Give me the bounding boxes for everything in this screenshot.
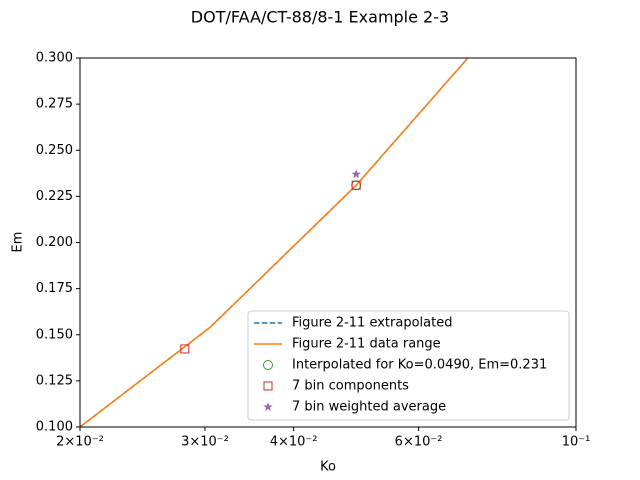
y-tick-label: 0.100	[36, 420, 73, 435]
x-tick-label: 6×10⁻²	[395, 435, 443, 450]
x-tick-label: 3×10⁻²	[181, 435, 229, 450]
marker	[351, 169, 361, 179]
legend-frame	[247, 310, 570, 421]
legend: Figure 2-11 extrapolated Figure 2-11 data…	[247, 310, 570, 421]
y-tick-label: 0.250	[36, 143, 73, 158]
y-tick-label: 0.275	[36, 97, 73, 112]
x-tick-label: 2×10⁻²	[56, 435, 104, 450]
marker	[351, 180, 361, 190]
y-axis-label: Em	[11, 232, 26, 253]
marker	[263, 402, 273, 412]
marker	[180, 344, 190, 354]
y-tick-label: 0.125	[36, 373, 73, 388]
y-tick-label: 0.225	[36, 189, 73, 204]
legend-label: Figure 2-11 extrapolated	[292, 316, 452, 331]
legend-label: 7 bin components	[292, 379, 409, 394]
x-axis-label: Ko	[320, 460, 336, 475]
y-tick-label: 0.200	[36, 235, 73, 250]
line	[80, 58, 469, 427]
plot-area	[80, 58, 469, 427]
y-tick-label: 0.175	[36, 281, 73, 296]
y-tick-label: 0.150	[36, 327, 73, 342]
marker	[263, 381, 273, 391]
legend-label: 7 bin weighted average	[292, 400, 446, 415]
legend-label: Figure 2-11 data range	[292, 337, 441, 352]
chart-title: DOT/FAA/CT-88/8-1 Example 2-3	[191, 8, 449, 27]
legend-label: Interpolated for Ko=0.0490, Em=0.231	[292, 358, 547, 373]
x-tick-label: 10⁻¹	[562, 435, 591, 450]
x-tick-label: 4×10⁻²	[270, 435, 318, 450]
y-tick-label: 0.300	[36, 51, 73, 66]
marker	[263, 360, 273, 370]
